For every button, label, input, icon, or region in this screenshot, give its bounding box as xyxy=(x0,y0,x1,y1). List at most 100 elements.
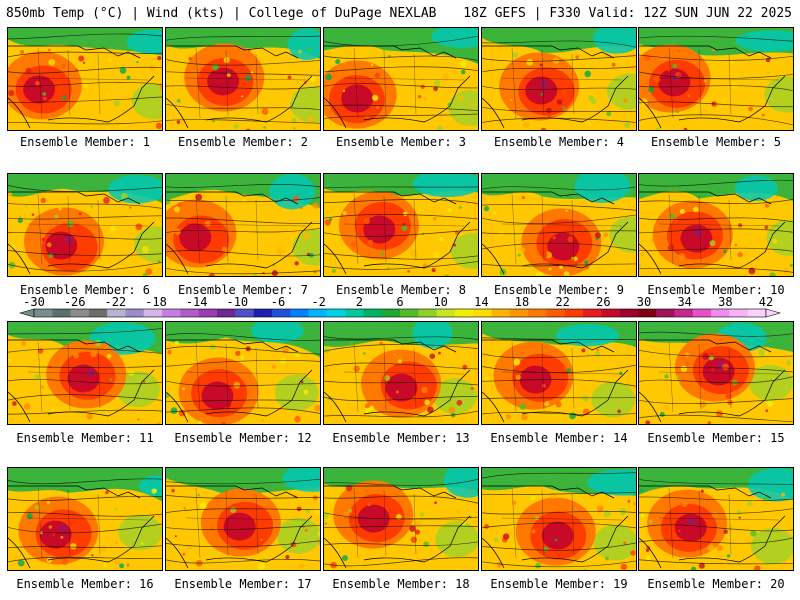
ensemble-member-label: Ensemble Member: 18 xyxy=(332,577,470,591)
ensemble-member-label: Ensemble Member: 16 xyxy=(16,577,154,591)
colorbar-tick-label: -10 xyxy=(226,296,248,309)
colorbar-bin xyxy=(217,309,236,317)
colorbar-bin xyxy=(619,309,639,317)
colorbar-tick-label: -2 xyxy=(311,296,325,309)
colorbar-bin xyxy=(473,309,492,317)
colorbar-bin xyxy=(271,309,291,317)
colorbar-bin xyxy=(143,309,163,317)
colorbar-bin xyxy=(308,309,328,317)
ensemble-member-map xyxy=(7,27,163,131)
colorbar-bin xyxy=(674,309,694,317)
colorbar-bin xyxy=(253,309,273,317)
ensemble-member-label: Ensemble Member: 7 xyxy=(177,283,309,297)
ensemble-member-map xyxy=(481,321,637,425)
colorbar-bin xyxy=(198,309,218,317)
colorbar-tick-label: 18 xyxy=(515,296,529,309)
ensemble-member-map xyxy=(323,27,479,131)
ensemble-member-map xyxy=(481,173,637,277)
colorbar-bin xyxy=(491,309,511,317)
colorbar-low-arrow xyxy=(18,308,35,318)
colorbar-bin xyxy=(546,309,565,317)
colorbar-tick-label: 2 xyxy=(356,296,363,309)
ensemble-member-map xyxy=(165,467,321,571)
model-run-info: 18Z GEFS | F330 Valid: 12Z SUN JUN 22 20… xyxy=(463,6,792,21)
colorbar-bin xyxy=(290,309,309,317)
map-title: 850mb Temp (°C) | Wind (kts) | College o… xyxy=(6,6,437,21)
colorbar-tick-label: 10 xyxy=(433,296,447,309)
colorbar-tick-label: 34 xyxy=(677,296,691,309)
colorbar-bin xyxy=(747,309,767,317)
ensemble-member-label: Ensemble Member: 15 xyxy=(647,431,785,445)
ensemble-member-label: Ensemble Member: 13 xyxy=(332,431,470,445)
colorbar-tick-label: -6 xyxy=(271,296,285,309)
colorbar-bin xyxy=(711,309,730,317)
ensemble-member-label: Ensemble Member: 8 xyxy=(335,283,467,297)
colorbar-bin xyxy=(107,309,126,317)
ensemble-member-label: Ensemble Member: 4 xyxy=(493,135,625,149)
colorbar-tick-label: 38 xyxy=(718,296,732,309)
ensemble-member-map xyxy=(7,173,163,277)
colorbar-tick-label: 42 xyxy=(759,296,773,309)
ensemble-member-label: Ensemble Member: 10 xyxy=(647,283,785,297)
colorbar-bin xyxy=(326,309,346,317)
colorbar-bin xyxy=(454,309,474,317)
colorbar-bin xyxy=(729,309,748,317)
colorbar-bin xyxy=(583,309,602,317)
colorbar-tick-label: 26 xyxy=(596,296,610,309)
ensemble-member-label: Ensemble Member: 6 xyxy=(19,283,151,297)
ensemble-member-map xyxy=(638,173,794,277)
colorbar-bin xyxy=(601,309,620,317)
colorbar-tick-label: 14 xyxy=(474,296,488,309)
ensemble-member-map xyxy=(165,27,321,131)
colorbar-tick-label: 22 xyxy=(555,296,569,309)
colorbar-bin xyxy=(418,309,437,317)
ensemble-member-map xyxy=(323,467,479,571)
colorbar-high-arrow xyxy=(765,308,782,318)
ensemble-member-label: Ensemble Member: 9 xyxy=(493,283,625,297)
colorbar-tick-label: -22 xyxy=(104,296,126,309)
ensemble-member-map xyxy=(323,173,479,277)
ensemble-member-label: Ensemble Member: 17 xyxy=(174,577,312,591)
colorbar-bin xyxy=(400,309,419,317)
colorbar-tick-label: -18 xyxy=(145,296,167,309)
colorbar-bin xyxy=(162,309,181,317)
colorbar-bin xyxy=(34,309,53,317)
ensemble-member-map xyxy=(638,27,794,131)
ensemble-member-label: Ensemble Member: 11 xyxy=(16,431,154,445)
ensemble-member-map xyxy=(7,467,163,571)
colorbar-bin xyxy=(363,309,382,317)
colorbar-bin xyxy=(52,309,71,317)
colorbar-bin xyxy=(692,309,712,317)
colorbar-bin xyxy=(125,309,145,317)
colorbar-tick-label: -14 xyxy=(186,296,208,309)
ensemble-member-label: Ensemble Member: 1 xyxy=(19,135,151,149)
ensemble-member-label: Ensemble Member: 14 xyxy=(490,431,628,445)
ensemble-member-label: Ensemble Member: 12 xyxy=(174,431,312,445)
colorbar-bin xyxy=(509,309,529,317)
colorbar-tick-label: -26 xyxy=(64,296,86,309)
colorbar-bin xyxy=(656,309,675,317)
ensemble-member-map xyxy=(165,173,321,277)
ensemble-member-map xyxy=(638,321,794,425)
colorbar-bin xyxy=(88,309,108,317)
colorbar-tick-label: 30 xyxy=(637,296,651,309)
ensemble-member-label: Ensemble Member: 2 xyxy=(177,135,309,149)
ensemble-member-map xyxy=(638,467,794,571)
colorbar-bin xyxy=(180,309,199,317)
colorbar-tick-label: -30 xyxy=(23,296,45,309)
ensemble-member-label: Ensemble Member: 5 xyxy=(650,135,782,149)
ensemble-member-label: Ensemble Member: 20 xyxy=(647,577,785,591)
colorbar-bin xyxy=(235,309,254,317)
colorbar-bin xyxy=(564,309,584,317)
ensemble-member-map xyxy=(481,467,637,571)
colorbar-bin xyxy=(70,309,90,317)
colorbar-bin xyxy=(637,309,657,317)
colorbar-bin xyxy=(436,309,456,317)
colorbar-bin xyxy=(381,309,401,317)
ensemble-member-map xyxy=(165,321,321,425)
colorbar-bin xyxy=(345,309,364,317)
ensemble-member-label: Ensemble Member: 3 xyxy=(335,135,467,149)
ensemble-member-map xyxy=(323,321,479,425)
temperature-colorbar: -30 -26 -22 -18 -14 -10 -6 -2 2 6 10 14 18 22 26 30 34 38… xyxy=(0,296,800,320)
colorbar-bin xyxy=(528,309,547,317)
